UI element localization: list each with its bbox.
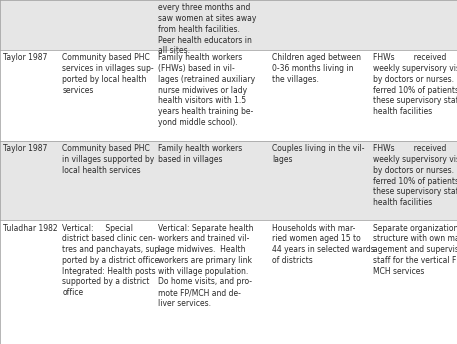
Text: every three months and
saw women at sites away
from health facilities.
Peer heal: every three months and saw women at site… — [158, 3, 256, 55]
Text: FHWs        received
weekly supervisory visits
by doctors or nurses. Re-
ferred : FHWs received weekly supervisory visits … — [373, 53, 457, 116]
Bar — [370, 50, 457, 141]
Text: Community based PHC
in villages supported by
local health services: Community based PHC in villages supporte… — [62, 144, 154, 175]
Text: Family health workers
(FHWs) based in vil-
lages (retrained auxiliary
nurse midw: Family health workers (FHWs) based in vi… — [158, 53, 255, 127]
Bar — [0, 141, 59, 220]
Bar — [370, 220, 457, 344]
Bar — [59, 220, 155, 344]
Text: Couples living in the vil-
lages: Couples living in the vil- lages — [272, 144, 365, 164]
Bar — [155, 50, 270, 141]
Bar — [155, 220, 270, 344]
Text: Households with mar-
ried women aged 15 to
44 years in selected wards
of distric: Households with mar- ried women aged 15 … — [272, 224, 375, 265]
Bar — [59, 50, 155, 141]
Text: Taylor 1987: Taylor 1987 — [3, 53, 47, 62]
Bar — [155, 141, 270, 220]
Text: Separate organizational
structure with own man-
agement and supervisory
staff fo: Separate organizational structure with o… — [373, 224, 457, 276]
Bar — [370, 141, 457, 220]
Bar — [270, 50, 370, 141]
Bar — [0, 0, 59, 50]
Text: Family health workers
based in villages: Family health workers based in villages — [158, 144, 242, 164]
Bar — [59, 0, 155, 50]
Text: Taylor 1987: Taylor 1987 — [3, 144, 47, 153]
Bar — [59, 141, 155, 220]
Text: Children aged between
0-36 months living in
the villages.: Children aged between 0-36 months living… — [272, 53, 361, 84]
Bar — [270, 141, 370, 220]
Text: Vertical: Separate health
workers and trained vil-
lage midwives.  Health
worker: Vertical: Separate health workers and tr… — [158, 224, 254, 308]
Bar — [270, 0, 370, 50]
Bar — [0, 50, 59, 141]
Bar — [0, 220, 59, 344]
Text: Tuladhar 1982: Tuladhar 1982 — [3, 224, 58, 233]
Bar — [155, 0, 270, 50]
Text: FHWs        received
weekly supervisory visits
by doctors or nurses. Re-
ferred : FHWs received weekly supervisory visits … — [373, 144, 457, 207]
Text: Vertical:     Special
district based clinic cen-
tres and panchayats, sup-
porte: Vertical: Special district based clinic … — [62, 224, 162, 297]
Bar — [270, 220, 370, 344]
Text: Community based PHC
services in villages sup-
ported by local health
services: Community based PHC services in villages… — [62, 53, 154, 95]
Bar — [370, 0, 457, 50]
